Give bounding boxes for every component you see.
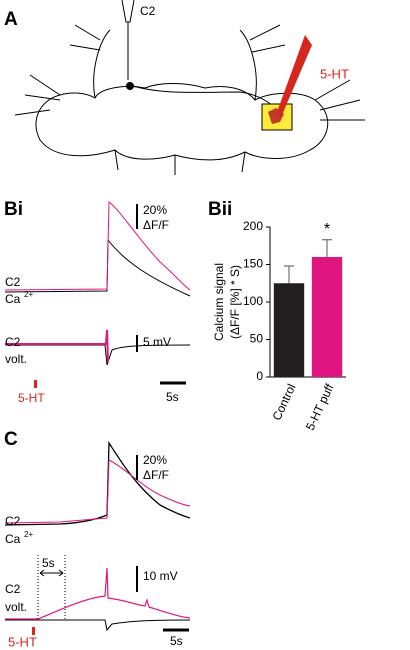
stimulus-label: 5-HT: [18, 391, 45, 405]
time-scale-label: 5s: [166, 390, 179, 404]
puff-pipette: [277, 35, 312, 115]
trace-label: 2+: [24, 530, 33, 539]
y-tick-label: 0: [256, 369, 263, 383]
significance-marker: *: [324, 221, 330, 238]
trace-label: Ca: [5, 532, 21, 546]
calcium-trace: [4, 440, 191, 526]
panel-label: Bii: [208, 199, 232, 220]
calcium-trace: [4, 201, 191, 291]
calcium-trace: [4, 459, 191, 524]
panel-label: C: [4, 429, 18, 450]
trace-label: volt.: [5, 352, 27, 366]
trace-label: C2: [5, 275, 21, 289]
voltage-trace: [5, 567, 191, 620]
scale-label: ΔF/F: [143, 468, 169, 482]
ganglion-diagram: [14, 24, 365, 175]
trace-label: 2+: [24, 290, 33, 299]
y-axis-label: (ΔF/F [%] * S): [228, 265, 242, 339]
y-tick-label: 50: [250, 332, 264, 346]
scale-label: 5 mV: [143, 335, 171, 349]
bar: [273, 283, 305, 377]
voltage-trace: [5, 619, 191, 632]
delay-label: 5s: [42, 556, 55, 570]
trace-label: volt.: [5, 600, 27, 614]
electrode-tip: [121, 0, 135, 23]
scale-label: 20%: [143, 453, 167, 467]
trace-label: Ca: [5, 292, 21, 306]
scale-label: 20%: [143, 203, 167, 217]
cell-body: [126, 82, 134, 90]
stimulus-marker: [32, 627, 35, 635]
stimulus-marker: [34, 380, 37, 388]
trace-label: C2: [5, 514, 21, 528]
calcium-trace: [4, 238, 191, 297]
x-tick-label: 5-HT puff: [303, 381, 337, 432]
panel-label: Bi: [4, 199, 23, 220]
stimulus-label: 5-HT: [8, 634, 37, 649]
puff-label: 5-HT: [320, 66, 349, 81]
voltage-trace: [5, 329, 109, 363]
trace-label: C2: [5, 582, 21, 596]
y-axis-label: Calcium signal: [212, 263, 226, 341]
bar: [311, 257, 343, 377]
x-tick-label: Control: [270, 382, 299, 423]
scale-label: ΔF/F: [143, 218, 169, 232]
y-tick-label: 100: [243, 294, 263, 308]
trace-label: C2: [5, 335, 21, 349]
panel-label: A: [4, 9, 18, 30]
time-scale-label: 5s: [170, 634, 183, 648]
scale-label: 10 mV: [143, 569, 178, 583]
electrode-label: C2: [140, 4, 156, 18]
delay-arrow: [39, 569, 64, 577]
y-tick-label: 150: [243, 257, 263, 271]
y-tick-label: 200: [243, 219, 263, 233]
